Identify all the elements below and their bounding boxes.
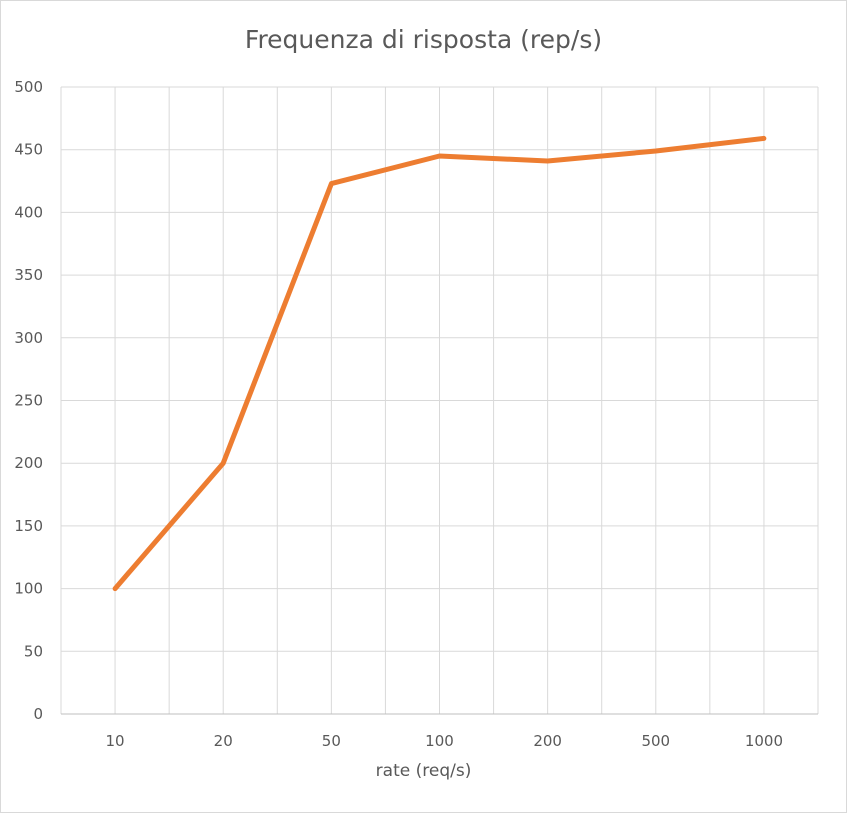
x-tick-label: 50 — [322, 732, 341, 750]
y-tick-label: 300 — [14, 329, 43, 347]
x-tick-label: 10 — [106, 732, 125, 750]
tick-labels: 0 50 100 150 200 250 300 350 400 450 500 10 20 50 100 2… — [14, 78, 783, 750]
x-tick-label: 1000 — [745, 732, 783, 750]
y-tick-label: 400 — [14, 203, 43, 221]
y-tick-label: 50 — [24, 642, 43, 660]
y-tick-label: 200 — [14, 454, 43, 472]
y-tick-label: 150 — [14, 517, 43, 535]
y-tick-label: 250 — [14, 392, 43, 410]
y-tick-label: 0 — [33, 705, 43, 723]
y-tick-label: 350 — [14, 266, 43, 284]
gridlines — [60, 86, 819, 714]
x-tick-label: 100 — [425, 732, 454, 750]
y-tick-label: 100 — [14, 580, 43, 598]
x-tick-label: 200 — [533, 732, 562, 750]
x-tick-label: 20 — [214, 732, 233, 750]
x-tick-label: 500 — [641, 732, 670, 750]
x-axis-title: rate (req/s) — [375, 761, 472, 781]
series-line — [112, 135, 767, 592]
y-tick-label: 450 — [14, 141, 43, 159]
chart-title: Frequenza di risposta (rep/s) — [244, 25, 603, 54]
series — [112, 135, 767, 592]
y-tick-label: 500 — [14, 78, 43, 96]
